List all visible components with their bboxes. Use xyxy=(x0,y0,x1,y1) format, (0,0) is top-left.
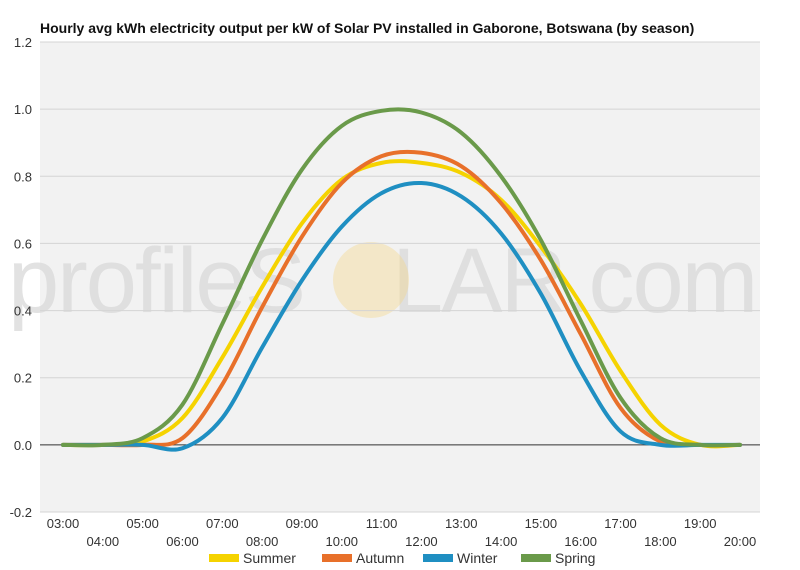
series-line-spring xyxy=(61,107,742,448)
y-axis-ticks: -0.2 0.0 0.2 0.4 0.6 0.8 1.0 1.2 xyxy=(10,35,32,520)
watermark-text: profileS LAR.com xyxy=(8,230,756,332)
x-tick-label: 12:00 xyxy=(405,534,438,549)
y-tick-label: 1.0 xyxy=(14,102,32,117)
legend-swatch-winter xyxy=(423,554,453,562)
watermark: profileS LAR.com xyxy=(8,230,758,332)
x-tick-label: 10:00 xyxy=(325,534,358,549)
series-line-summer xyxy=(61,159,742,449)
x-tick-label: 16:00 xyxy=(564,534,597,549)
x-tick-label: 03:00 xyxy=(47,516,80,531)
legend-label-winter: Winter xyxy=(457,550,498,566)
x-tick-label: 04:00 xyxy=(87,534,120,549)
y-tick-label: -0.2 xyxy=(10,505,32,520)
x-tick-label: 05:00 xyxy=(126,516,159,531)
y-tick-label: 0.4 xyxy=(14,304,32,319)
y-tick-label: 0.2 xyxy=(14,371,32,386)
x-tick-label: 11:00 xyxy=(366,516,398,531)
y-tick-label: 0.0 xyxy=(14,438,32,453)
x-tick-label: 13:00 xyxy=(445,516,478,531)
watermark-sun-icon xyxy=(333,242,409,318)
x-tick-label: 08:00 xyxy=(246,534,279,549)
legend: Summer Autumn Winter Spring xyxy=(209,550,595,566)
legend-swatch-spring xyxy=(521,554,551,562)
watermark-text-after: LAR.com xyxy=(392,230,756,332)
y-tick-label: 1.2 xyxy=(14,35,32,50)
x-tick-label: 19:00 xyxy=(684,516,717,531)
series-lines xyxy=(61,107,742,452)
x-tick-label: 07:00 xyxy=(206,516,239,531)
legend-label-spring: Spring xyxy=(555,550,595,566)
legend-swatch-autumn xyxy=(322,554,352,562)
legend-swatch-summer xyxy=(209,554,239,562)
x-tick-label: 18:00 xyxy=(644,534,677,549)
series-line-winter xyxy=(61,180,742,452)
x-tick-label: 14:00 xyxy=(485,534,518,549)
y-tick-label: 0.8 xyxy=(14,169,32,184)
x-axis-ticks: 03:00 04:00 05:00 06:00 07:00 08:00 09:00 10:00… xyxy=(47,516,757,549)
x-tick-label: 06:00 xyxy=(166,534,199,549)
x-tick-label: 09:00 xyxy=(286,516,319,531)
series-line-autumn xyxy=(61,149,742,448)
x-tick-label: 20:00 xyxy=(724,534,757,549)
x-tick-label: 17:00 xyxy=(604,516,637,531)
y-tick-label: 0.6 xyxy=(14,236,32,251)
chart-title: Hourly avg kWh electricity output per kW… xyxy=(40,20,695,36)
legend-label-summer: Summer xyxy=(243,550,296,566)
x-tick-label: 15:00 xyxy=(525,516,558,531)
legend-label-autumn: Autumn xyxy=(356,550,404,566)
